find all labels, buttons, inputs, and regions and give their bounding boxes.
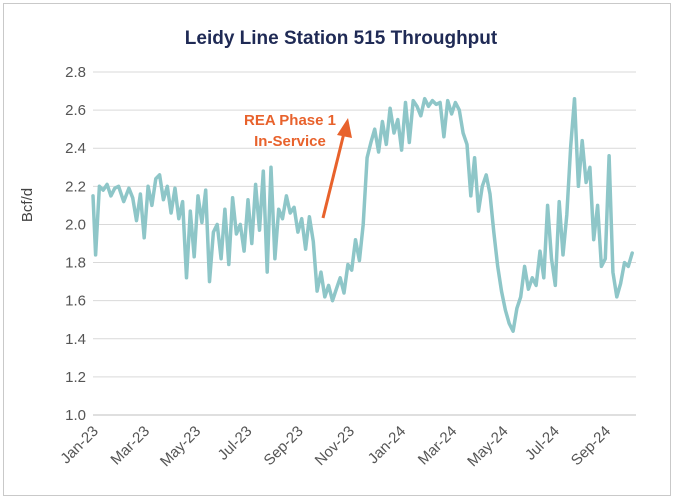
y-tick-label: 2.4: [65, 140, 86, 157]
x-tick-label: May-23: [157, 423, 204, 470]
y-tick-label: 2.0: [65, 216, 86, 233]
x-tick-label: Nov-23: [312, 423, 358, 469]
y-tick-label: 2.2: [65, 178, 86, 195]
x-tick-label: Jul-24: [522, 423, 563, 464]
x-tick-label: May-24: [464, 423, 511, 470]
annotation-line1: REA Phase 1: [244, 112, 336, 129]
x-tick-label: Jul-23: [215, 423, 256, 464]
annotation-arrow: [321, 132, 346, 219]
line-chart: Leidy Line Station 515 Throughput Bcf/d …: [19, 28, 636, 470]
x-tick-label: Mar-23: [107, 423, 153, 469]
x-tick-labels: Jan-23 Mar-23 May-23 Jul-23 Sep-23 Nov-23 Jan-…: [57, 423, 614, 470]
x-tick-label: Sep-24: [568, 423, 614, 469]
chart-frame: Leidy Line Station 515 Throughput Bcf/d …: [3, 3, 671, 496]
x-tick-label: Sep-23: [261, 423, 307, 469]
y-tick-label: 1.4: [65, 331, 86, 348]
y-axis-label: Bcf/d: [19, 188, 36, 222]
gridlines: [93, 71, 636, 416]
chart-title: Leidy Line Station 515 Throughput: [185, 28, 498, 49]
y-tick-labels: 1.0 1.2 1.4 1.6 1.8 2.0 2.2 2.4 2.6 2.8: [65, 64, 86, 424]
y-tick-label: 2.8: [65, 64, 86, 81]
series-group: [91, 96, 634, 333]
y-tick-label: 1.8: [65, 255, 86, 272]
y-tick-label: 2.6: [65, 102, 86, 119]
x-tick-label: Mar-24: [415, 423, 461, 469]
series-line: [91, 96, 634, 333]
x-tick-label: Jan-23: [57, 423, 101, 467]
y-tick-label: 1.0: [65, 407, 86, 424]
annotation-arrowhead: [337, 118, 352, 138]
x-tick-label: Jan-24: [365, 423, 409, 467]
y-tick-label: 1.6: [65, 293, 86, 310]
annotation-group: REA Phase 1 In-Service: [244, 112, 352, 219]
y-tick-label: 1.2: [65, 369, 86, 386]
annotation-line2: In-Service: [254, 133, 326, 150]
